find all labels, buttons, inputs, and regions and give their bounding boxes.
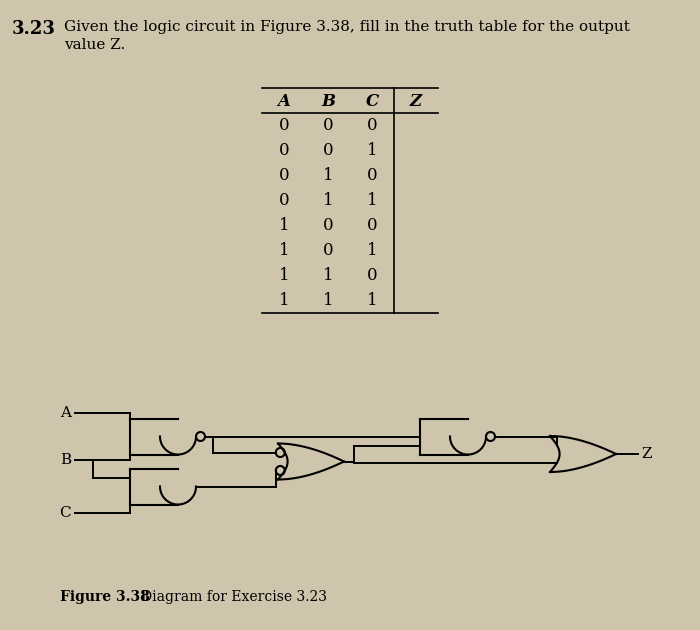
Text: 0: 0	[279, 167, 289, 184]
Text: 0: 0	[367, 117, 377, 134]
Text: 0: 0	[323, 242, 333, 259]
Text: 1: 1	[367, 292, 377, 309]
Text: Given the logic circuit in Figure 3.38, fill in the truth table for the output: Given the logic circuit in Figure 3.38, …	[64, 20, 630, 34]
Text: 0: 0	[279, 142, 289, 159]
Text: 1: 1	[279, 292, 289, 309]
Text: value Z.: value Z.	[64, 38, 125, 52]
Text: 0: 0	[367, 167, 377, 184]
Text: 0: 0	[323, 217, 333, 234]
Text: Z: Z	[641, 447, 652, 461]
Text: 1: 1	[323, 292, 333, 309]
Text: 0: 0	[279, 192, 289, 209]
Text: A: A	[278, 93, 290, 110]
Text: 0: 0	[279, 117, 289, 134]
Text: B: B	[60, 453, 71, 467]
Text: Diagram for Exercise 3.23: Diagram for Exercise 3.23	[128, 590, 327, 604]
Text: 1: 1	[367, 242, 377, 259]
Text: B: B	[321, 93, 335, 110]
Text: C: C	[365, 93, 379, 110]
Text: 1: 1	[279, 267, 289, 284]
Text: 0: 0	[367, 217, 377, 234]
Text: 0: 0	[367, 267, 377, 284]
Text: 1: 1	[367, 192, 377, 209]
Text: 3.23: 3.23	[12, 20, 56, 38]
Text: 1: 1	[323, 267, 333, 284]
Text: 1: 1	[279, 242, 289, 259]
Text: A: A	[60, 406, 71, 420]
Text: 0: 0	[323, 117, 333, 134]
Text: 1: 1	[323, 192, 333, 209]
Text: 1: 1	[367, 142, 377, 159]
Text: C: C	[60, 506, 71, 520]
Text: 1: 1	[323, 167, 333, 184]
Text: 0: 0	[323, 142, 333, 159]
Text: Z: Z	[410, 93, 422, 110]
Text: 1: 1	[279, 217, 289, 234]
Text: Figure 3.38: Figure 3.38	[60, 590, 150, 604]
